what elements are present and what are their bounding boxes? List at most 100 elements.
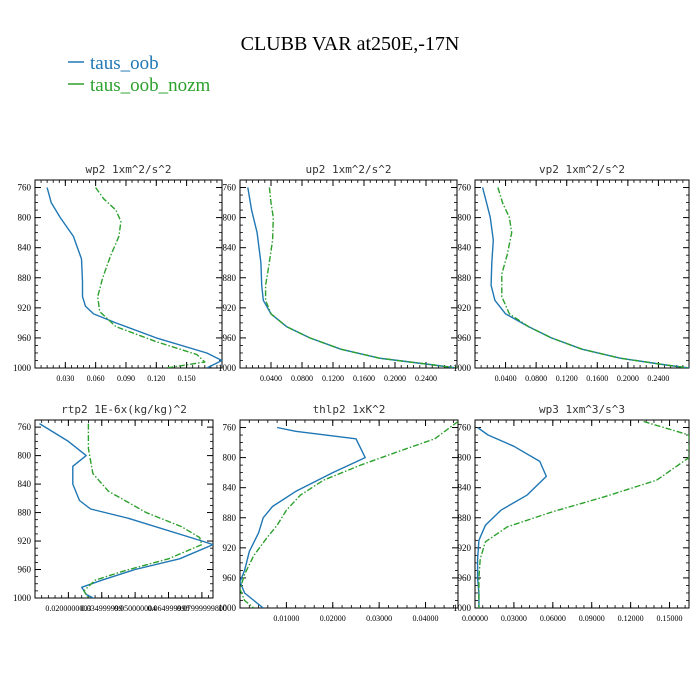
legend-label-taus-oob: taus_oob (90, 53, 159, 74)
x-tick-label: 0.1200 (322, 374, 344, 383)
plot-frame (34, 179, 223, 369)
y-tick-label: 1000 (453, 363, 472, 373)
subplot-title: wp3 1xm^3/s^3 (539, 403, 625, 416)
x-tick-label: 0.1600 (353, 374, 375, 383)
figure-title: CLUBB VAR at250E,-17N (241, 33, 460, 55)
y-tick-label: 960 (18, 333, 32, 343)
subplot-1: wp2 1xm^2/s^2 760 800 840 880 920 960 1000 0.030… (13, 163, 223, 383)
y-tick-label: 1000 (13, 593, 32, 603)
y-tick-label: 880 (223, 273, 237, 283)
series-line-taus-oob (247, 187, 457, 368)
x-tick-label: 0.090 (117, 374, 135, 383)
x-tick-label: 0.1600 (586, 374, 608, 383)
y-tick-label: 840 (458, 483, 472, 493)
x-tick-label: 0.0800 (525, 374, 547, 383)
y-tick-label: 800 (18, 213, 32, 223)
y-tick-label: 760 (18, 183, 32, 193)
x-tick-label: 0.0400 (260, 374, 282, 383)
y-tick-label: 840 (18, 243, 32, 253)
series-line-taus-oob (481, 187, 689, 368)
series-line-taus-oob (476, 426, 547, 608)
x-tick-label: 0.15000 (657, 614, 683, 623)
y-tick-label: 800 (18, 451, 32, 461)
y-tick-label: 1000 (13, 363, 32, 373)
x-tick-label: 0.03000 (501, 614, 527, 623)
series-group (39, 423, 213, 598)
y-tick-label: 800 (223, 213, 237, 223)
y-tick-label: 920 (18, 303, 32, 313)
plot-frame (239, 179, 458, 369)
series-line-taus-oob (39, 423, 213, 598)
series-line-taus-oob-nozm (83, 423, 203, 598)
y-tick-label: 840 (458, 243, 472, 253)
subplot-title: vp2 1xm^2/s^2 (539, 163, 625, 176)
x-tick-label: 0.064999998 (148, 604, 190, 613)
series-line-taus-oob-nozm (264, 187, 457, 368)
x-tick-label: 0.07999999800 (177, 604, 227, 613)
y-tick-label: 1000 (453, 603, 472, 613)
x-tick-label: 0.04000 (413, 614, 439, 623)
x-tick-label: 0.120 (147, 374, 165, 383)
x-tick-label: 0.12000 (618, 614, 644, 623)
series-line-taus-oob-nozm (240, 420, 458, 608)
x-tick-label: 0.150 (178, 374, 196, 383)
series-line-taus-oob (46, 187, 222, 368)
plot-frame (34, 419, 214, 599)
x-tick-label: 0.2000 (384, 374, 406, 383)
series-line-taus-oob-nozm (95, 187, 206, 368)
legend: taus_oob taus_oob_nozm (68, 53, 211, 96)
series-group (46, 187, 222, 368)
plot-frame (474, 179, 690, 369)
y-tick-label: 960 (223, 573, 237, 583)
y-tick-label: 920 (18, 536, 32, 546)
x-tick-label: 0.03000 (366, 614, 392, 623)
subplot-title: rtp2 1E-6x(kg/kg)^2 (61, 403, 187, 416)
x-tick-label: 0.0800 (291, 374, 313, 383)
x-tick-label: 0.030 (56, 374, 74, 383)
legend-label-taus-oob-nozm: taus_oob_nozm (90, 75, 211, 96)
subplot-2: up2 1xm^2/s^2 760 800 840 880 920 960 1000 0.040… (218, 163, 458, 383)
x-tick-label: 0.09000 (579, 614, 605, 623)
x-tick-label: 0.2400 (415, 374, 437, 383)
y-tick-label: 760 (18, 422, 32, 432)
y-tick-label: 1000 (218, 363, 237, 373)
subplot-6: wp3 1xm^3/s^3 760 800 840 880 920 960 10000.000… (453, 403, 690, 623)
series-group (247, 187, 457, 368)
y-tick-label: 840 (18, 479, 32, 489)
y-tick-label: 920 (223, 303, 237, 313)
y-tick-label: 800 (458, 213, 472, 223)
y-tick-label: 960 (458, 333, 472, 343)
x-tick-label: 0.06000 (540, 614, 566, 623)
subplots: wp2 1xm^2/s^2 760 800 840 880 920 960 1000 0.030… (13, 163, 690, 623)
x-tick-label: 0.02000 (320, 614, 346, 623)
subplot-title: thlp2 1xK^2 (313, 403, 386, 416)
x-tick-label: 0.2000 (617, 374, 639, 383)
y-tick-label: 880 (458, 273, 472, 283)
x-tick-label: 0.0400 (495, 374, 517, 383)
y-tick-label: 880 (223, 513, 237, 523)
y-tick-label: 760 (223, 183, 237, 193)
subplot-title: wp2 1xm^2/s^2 (85, 163, 171, 176)
y-tick-label: 920 (458, 303, 472, 313)
y-tick-label: 1000 (218, 603, 237, 613)
x-tick-label: 0.01000 (273, 614, 299, 623)
series-line-taus-oob-nozm (478, 420, 689, 608)
series-line-taus-oob-nozm (497, 187, 689, 368)
y-tick-label: 840 (223, 243, 237, 253)
x-tick-label: 0.060 (87, 374, 105, 383)
plot-frame (239, 419, 459, 609)
y-tick-label: 760 (458, 423, 472, 433)
x-tick-label: 0.0200000003 (45, 604, 91, 613)
y-tick-label: 920 (223, 543, 237, 553)
y-tick-label: 960 (223, 333, 237, 343)
x-tick-label: 0.1200 (556, 374, 578, 383)
y-tick-label: 880 (18, 508, 32, 518)
y-tick-label: 840 (223, 483, 237, 493)
x-tick-label: 0.034999999 (81, 604, 123, 613)
y-tick-label: 800 (458, 453, 472, 463)
subplot-4: rtp2 1E-6x(kg/kg)^2 760 800 840 880 920 960 100… (13, 403, 227, 613)
series-group (476, 420, 689, 608)
y-tick-label: 760 (223, 423, 237, 433)
series-group (240, 420, 458, 608)
